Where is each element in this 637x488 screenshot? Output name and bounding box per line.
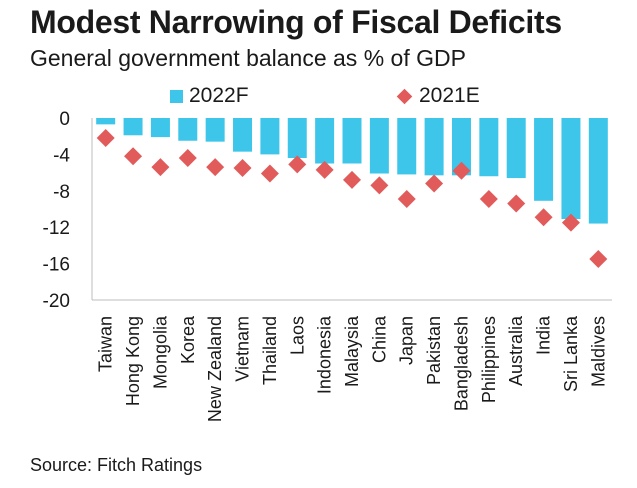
x-tick-label: Philippines: [479, 316, 499, 403]
x-tick-label: Indonesia: [315, 315, 335, 394]
marker-2021e: [151, 158, 170, 177]
bar-2022f: [96, 118, 116, 125]
x-tick-label: Malaysia: [342, 315, 362, 387]
x-tick-label: Sri Lanka: [561, 315, 581, 392]
marker-2021e: [206, 158, 225, 177]
bar-2022f: [287, 118, 307, 159]
marker-2021e: [452, 161, 471, 180]
bar-2022f: [534, 118, 554, 201]
bar-2022f: [506, 118, 526, 179]
marker-2021e: [479, 189, 498, 208]
marker-2021e: [425, 174, 444, 193]
marker-2021e: [534, 208, 553, 227]
bar-2022f: [315, 118, 335, 164]
legend: 2022F 2021E: [0, 84, 637, 108]
x-tick-label: Maldives: [588, 316, 608, 387]
x-tick-label: Bangladesh: [451, 316, 471, 411]
bar-2022f: [178, 118, 198, 141]
chart-title: Modest Narrowing of Fiscal Deficits: [30, 4, 562, 40]
bar-2022f: [588, 118, 608, 224]
marker-2021e: [288, 155, 307, 174]
y-tick-label: -12: [43, 218, 70, 239]
x-tick-label: Japan: [397, 316, 417, 365]
legend-item-2021e: 2021E: [396, 84, 480, 108]
x-tick-label: Mongolia: [150, 315, 170, 389]
bar-2022f: [397, 118, 417, 175]
x-tick-label: Korea: [178, 315, 198, 364]
x-tick-label: Thailand: [260, 316, 280, 385]
chart-subtitle: General government balance as % of GDP: [30, 45, 466, 71]
marker-2021e: [561, 213, 580, 232]
marker-2021e: [96, 129, 115, 148]
y-tick-label: -8: [53, 182, 70, 203]
x-tick-label: Laos: [287, 316, 307, 355]
bar-2022f: [233, 118, 253, 152]
marker-2021e: [507, 194, 526, 213]
marker-2021e: [589, 250, 608, 269]
marker-2021e: [370, 176, 389, 195]
marker-2021e: [397, 189, 416, 208]
x-tick-label: Hong Kong: [123, 316, 143, 406]
legend-bar-swatch: [170, 89, 183, 103]
x-tick-label: Pakistan: [424, 316, 444, 385]
bar-2022f: [451, 118, 471, 176]
y-tick-label: 0: [59, 109, 70, 130]
marker-2021e: [124, 147, 143, 166]
bar-2022f: [479, 118, 499, 177]
x-tick-label: China: [369, 315, 389, 363]
y-tick-label: -20: [43, 291, 70, 312]
bar-2022f: [424, 118, 444, 176]
legend-item-2022f: 2022F: [170, 84, 249, 108]
x-tick-label: Vietnam: [233, 316, 253, 382]
legend-label-2022f: 2022F: [189, 84, 249, 107]
marker-2021e: [343, 170, 361, 189]
marker-2021e: [178, 149, 197, 168]
x-tick-label: India: [534, 315, 554, 355]
marker-2021e: [315, 160, 334, 179]
x-tick-label: New Zealand: [205, 316, 225, 422]
y-tick-label: -4: [53, 145, 70, 166]
x-tick-label: Australia: [506, 315, 526, 386]
bar-2022f: [561, 118, 581, 220]
bar-2022f: [342, 118, 362, 164]
marker-2021e: [260, 164, 279, 183]
source-note: Source: Fitch Ratings: [30, 455, 203, 475]
legend-label-2021e: 2021E: [419, 84, 480, 107]
y-tick-label: -16: [43, 255, 70, 276]
bar-2022f: [123, 118, 143, 136]
bar-2022f: [205, 118, 225, 142]
bar-2022f: [369, 118, 389, 174]
bar-2022f: [150, 118, 170, 138]
marker-2021e: [233, 159, 252, 178]
bar-2022f: [260, 118, 280, 155]
x-tick-label: Taiwan: [96, 316, 116, 372]
